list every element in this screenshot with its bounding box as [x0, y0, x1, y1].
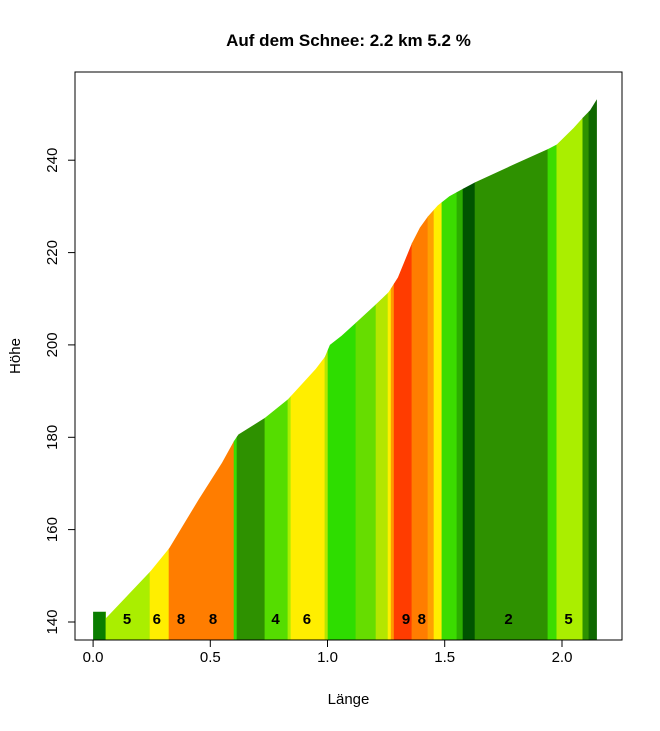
gradient-stripe: [462, 99, 476, 640]
gradient-stripe: [433, 99, 443, 640]
gradient-stripe: [149, 99, 170, 640]
x-tick-label: 0.5: [200, 649, 221, 666]
gradient-stripe: [588, 99, 597, 640]
plot-border: [74, 71, 623, 641]
y-tick-label: 200: [44, 332, 61, 357]
gradient-value-label: 4: [271, 611, 280, 628]
gradient-value-label: 5: [564, 611, 572, 628]
gradient-value-label: 6: [153, 611, 161, 628]
gradient-stripe: [547, 99, 558, 640]
gradient-stripe: [474, 99, 549, 640]
gradient-stripe: [390, 99, 395, 640]
gradient-value-label: 6: [303, 611, 311, 628]
gradient-stripe: [441, 99, 458, 640]
y-tick-label: 220: [44, 240, 61, 265]
y-tick-label: 160: [44, 517, 61, 542]
x-tick-label: 0.0: [83, 649, 104, 666]
gradient-value-label: 2: [504, 611, 512, 628]
gradient-stripe: [264, 99, 289, 640]
axes: 0.0 0.5 1.0 1.5 2.0 140 160 180 200 220 240: [44, 148, 572, 666]
gradient-stripe: [582, 99, 590, 640]
x-tick-label: 2.0: [552, 649, 573, 666]
y-tick-label: 240: [44, 148, 61, 173]
x-tick-label: 1.5: [434, 649, 455, 666]
gradient-stripes: [93, 99, 597, 640]
gradient-stripe: [393, 99, 413, 640]
gradient-stripe: [556, 99, 584, 640]
gradient-stripe: [93, 99, 107, 640]
gradient-stripe: [456, 99, 464, 640]
gradient-value-label: 8: [418, 611, 426, 628]
gradient-stripe: [236, 99, 266, 640]
gradient-stripe: [168, 99, 235, 640]
gradient-stripe: [324, 99, 329, 640]
x-axis-label: Länge: [328, 691, 370, 708]
gradient-stripe: [375, 99, 389, 640]
y-axis-label: Höhe: [7, 338, 24, 374]
y-tick-label: 140: [44, 609, 61, 634]
gradient-value-label: 8: [177, 611, 185, 628]
gradient-stripe: [355, 99, 377, 640]
chart-title: Auf dem Schnee: 2.2 km 5.2 %: [226, 31, 471, 50]
gradient-value-label: 8: [209, 611, 217, 628]
gradient-stripe: [290, 99, 326, 640]
gradient-stripe: [105, 99, 151, 640]
gradient-stripe: [327, 99, 357, 640]
gradient-stripe: [427, 99, 435, 640]
x-tick-label: 1.0: [317, 649, 338, 666]
gradient-stripe: [387, 99, 392, 640]
gradient-stripe: [411, 99, 429, 640]
y-tick-label: 180: [44, 425, 61, 450]
gradient-value-label: 5: [123, 611, 131, 628]
gradient-value-label: 9: [402, 611, 410, 628]
